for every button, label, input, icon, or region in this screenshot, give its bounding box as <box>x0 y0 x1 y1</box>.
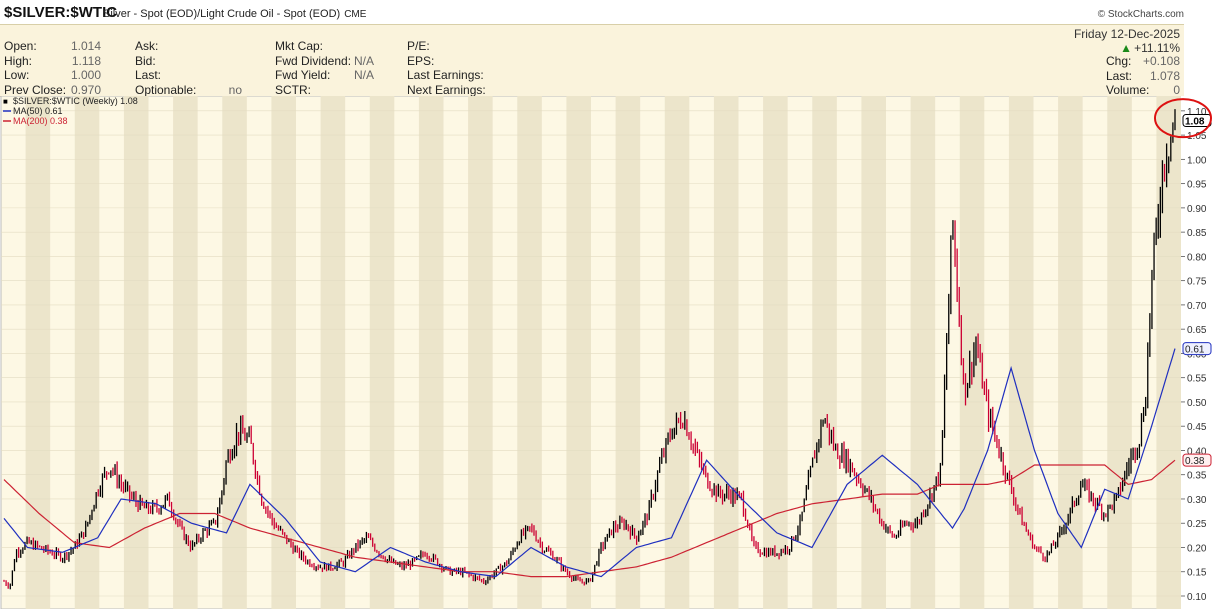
quote-info-panel: Open: 1.014 High: 1.118 Low: 1.000 Prev Close:… <box>0 24 1184 97</box>
price-last-value-label: 1.08 <box>1185 117 1205 128</box>
y-tick-label: 0.35 <box>1187 471 1207 482</box>
stat-label: Last Earnings: <box>407 68 484 83</box>
legend-symbol-icon: ■ <box>3 97 8 106</box>
quote-date: Friday 12-Dec-2025 <box>1073 27 1180 41</box>
stat-label: EPS: <box>407 53 435 68</box>
year-band <box>320 96 346 609</box>
y-tick-label: 0.90 <box>1187 204 1207 215</box>
stat-value: 1.014 <box>70 39 101 53</box>
ma200-last-value-label: 0.38 <box>1185 456 1205 467</box>
percent-change: ▲ +11.11% <box>1120 41 1180 55</box>
year-band <box>1107 96 1132 609</box>
legend-entry: $SILVER:$WTIC (Weekly) 1.08 <box>13 96 138 106</box>
stockcharts-link[interactable]: © StockCharts.com <box>1097 9 1184 20</box>
chart-description: Silver - Spot (EOD)/Light Crude Oil - Sp… <box>103 8 366 20</box>
stat-value: no <box>228 82 242 97</box>
legend-entry: MA(50) 0.61 <box>13 106 63 116</box>
stat-label: P/E: <box>407 39 430 53</box>
y-tick-label: 0.55 <box>1187 374 1207 385</box>
stat-value: 0.970 <box>70 82 101 97</box>
y-tick-label: 0.95 <box>1187 180 1207 191</box>
stat-value: 0 <box>1173 83 1180 98</box>
legend-entry: MA(200) 0.38 <box>13 116 68 126</box>
stat-value: N/A <box>353 68 374 83</box>
stat-label: Optionable: <box>135 82 197 97</box>
y-tick-label: 0.40 <box>1187 446 1207 457</box>
y-tick-label: 0.80 <box>1187 252 1207 263</box>
y-tick-label: 1.10 <box>1187 107 1207 118</box>
year-band <box>713 96 739 609</box>
ma50-last-value-box <box>1182 342 1212 356</box>
ma50-last-value-label: 0.61 <box>1185 345 1205 356</box>
stat-label: Last: <box>1106 68 1133 83</box>
year-band <box>812 96 837 609</box>
year-band <box>468 96 493 609</box>
stat-label: High: <box>4 53 33 68</box>
stat-label: Low: <box>4 68 30 83</box>
y-tick-label: 0.30 <box>1187 495 1207 506</box>
stat-label: Bid: <box>135 53 156 68</box>
y-tick-label: 0.75 <box>1187 277 1207 288</box>
year-band <box>369 96 395 609</box>
stat-value: +0.108 <box>1142 54 1180 68</box>
y-tick-label: 0.70 <box>1187 301 1207 312</box>
year-band <box>566 96 591 609</box>
stat-value: 1.118 <box>71 53 101 68</box>
stat-value: N/A <box>353 53 374 68</box>
year-band <box>222 96 247 609</box>
stat-label: Fwd Dividend: <box>275 53 352 68</box>
year-band <box>271 96 296 609</box>
year-band <box>1008 96 1034 609</box>
year-band <box>861 96 886 609</box>
year-band <box>418 96 444 609</box>
y-tick-label: 0.20 <box>1187 543 1207 554</box>
stat-label: Prev Close: <box>4 82 67 97</box>
year-band <box>910 96 936 609</box>
year-band <box>74 96 100 609</box>
y-tick-label: 0.15 <box>1187 568 1207 579</box>
exchange-label: CME <box>344 9 367 20</box>
chart-symbol: $SILVER:$WTIC <box>4 4 118 21</box>
y-tick-label: 0.25 <box>1187 519 1207 530</box>
stat-label: Volume: <box>1106 83 1150 98</box>
year-band <box>25 96 51 609</box>
y-tick-label: 0.45 <box>1187 422 1207 433</box>
stat-label: Next Earnings: <box>407 82 486 97</box>
stat-value: 1.078 <box>1149 68 1180 83</box>
y-tick-label: 0.10 <box>1187 592 1207 603</box>
price-chart-svg: 0.10 0.15 0.20 0.25 0.30 0.35 0.40 0.45 0.50 0.55… <box>0 95 1216 610</box>
stat-label: Fwd Yield: <box>275 68 331 83</box>
stat-label: Chg: <box>1106 54 1132 68</box>
title-bar: $SILVER:$WTIC Silver - Spot (EOD)/Light … <box>0 0 1216 26</box>
y-tick-label: 1.00 <box>1187 155 1207 166</box>
annotation-circle <box>1154 98 1212 139</box>
stat-label: Last: <box>135 68 162 83</box>
up-arrow-icon: ▲ <box>1120 41 1133 55</box>
stat-label: Open: <box>4 39 37 53</box>
stat-label: SCTR: <box>275 82 311 97</box>
stat-value: 1.000 <box>70 68 101 83</box>
y-tick-label: 0.85 <box>1187 228 1207 239</box>
year-band <box>173 96 198 609</box>
stat-label: Mkt Cap: <box>275 39 324 53</box>
y-tick-label: 0.65 <box>1187 325 1207 336</box>
price-chart[interactable]: 0.10 0.15 0.20 0.25 0.30 0.35 0.40 0.45 0.50 0.55… <box>0 95 1216 610</box>
y-tick-label: 0.50 <box>1187 398 1207 409</box>
y-tick-label: 1.05 <box>1187 131 1207 142</box>
year-band <box>664 96 690 609</box>
description-text: Silver - Spot (EOD)/Light Crude Oil - Sp… <box>103 8 341 20</box>
percent-change-value: +11.11% <box>1134 41 1180 55</box>
year-band <box>615 96 641 609</box>
ma200-last-value-box <box>1182 453 1212 467</box>
ma50-line <box>3 348 1176 578</box>
stat-label: Ask: <box>135 39 159 53</box>
